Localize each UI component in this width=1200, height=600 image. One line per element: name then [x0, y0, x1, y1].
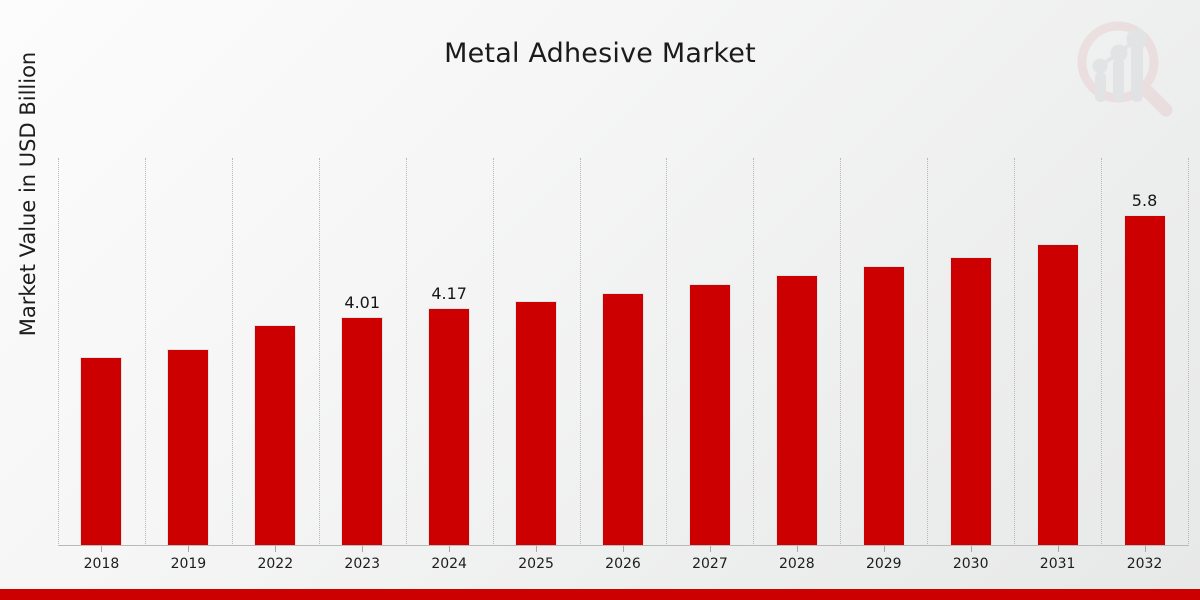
x-axis-tick-label: 2018 [83, 556, 120, 572]
x-axis-tick [188, 546, 190, 552]
x-axis-tick [1057, 546, 1059, 552]
plot-area: 2018 2019 2022 4.01 2023 4.17 2024 2025 2026 2027… [58, 158, 1189, 572]
bar[interactable] [601, 292, 644, 546]
bar[interactable] [80, 357, 123, 546]
bar[interactable] [428, 308, 471, 546]
bar-group[interactable]: 2026 [580, 158, 667, 572]
x-axis-tick [1144, 546, 1146, 552]
bar[interactable] [862, 266, 905, 546]
bar[interactable] [1036, 244, 1079, 546]
x-axis-tick-label: 2024 [431, 556, 467, 572]
gridline [144, 158, 146, 546]
gridline [1014, 158, 1016, 546]
x-axis-tick [101, 546, 103, 552]
bar[interactable] [1123, 215, 1166, 546]
bar-group[interactable]: 2029 [840, 158, 927, 572]
x-axis-tick-label: 2025 [518, 556, 554, 572]
bar-group[interactable]: 2019 [145, 158, 232, 572]
x-axis-tick-label: 2027 [692, 556, 728, 572]
gridline [666, 158, 668, 546]
x-axis-line [58, 545, 1188, 546]
gridline [1101, 158, 1103, 546]
gridline [579, 158, 581, 546]
x-axis-tick-label: 2026 [605, 556, 641, 572]
bar-group[interactable]: 2030 [927, 158, 1014, 572]
x-axis-tick-label: 2031 [1039, 556, 1076, 572]
x-axis-tick-label: 2023 [344, 556, 381, 572]
x-axis-tick-label: 2032 [1126, 556, 1163, 572]
x-axis-tick [970, 546, 972, 552]
gridline [840, 158, 842, 546]
bar-group[interactable]: 2022 [232, 158, 319, 572]
gridline [492, 158, 494, 546]
x-axis-tick [362, 546, 364, 552]
bar-group[interactable]: 5.8 2032 [1101, 158, 1188, 572]
bar[interactable] [167, 348, 210, 546]
bar[interactable] [515, 300, 558, 546]
x-axis-tick-label: 2029 [865, 556, 902, 572]
bar-value-label: 4.17 [431, 284, 467, 304]
x-axis-tick [449, 546, 451, 552]
bar[interactable] [254, 324, 297, 546]
x-axis-tick [796, 546, 798, 552]
bar[interactable] [949, 257, 992, 546]
bar-group[interactable]: 2018 [58, 158, 145, 572]
bar-group[interactable]: 2027 [666, 158, 753, 572]
chart-title: Metal Adhesive Market [444, 38, 756, 69]
bar-value-label: 4.01 [344, 293, 381, 313]
x-axis-tick [536, 546, 538, 552]
y-axis-label: Market Value in USD Billion [16, 51, 40, 337]
bar-group[interactable]: 2031 [1014, 158, 1101, 572]
x-axis-tick-label: 2019 [170, 556, 207, 572]
x-axis-tick-label: 2028 [779, 556, 815, 572]
gridline [405, 158, 407, 546]
x-axis-tick [275, 546, 277, 552]
bar-group[interactable]: 4.01 2023 [319, 158, 406, 572]
x-axis-tick [709, 546, 711, 552]
gridline [58, 158, 59, 546]
gridline [1188, 158, 1189, 546]
gridline [927, 158, 929, 546]
gridline [753, 158, 755, 546]
bar-group[interactable]: 2025 [493, 158, 580, 572]
bar-group[interactable]: 4.17 2024 [406, 158, 493, 572]
x-axis-tick [883, 546, 885, 552]
gridline [318, 158, 320, 546]
bar[interactable] [775, 274, 818, 546]
footer-accent-bar [0, 589, 1200, 600]
x-axis-tick [622, 546, 624, 552]
bar-value-label: 5.8 [1131, 191, 1158, 211]
bar[interactable] [341, 317, 384, 546]
x-axis-tick-label: 2030 [952, 556, 989, 572]
gridline [231, 158, 233, 546]
bar[interactable] [688, 283, 731, 546]
x-axis-tick-label: 2022 [257, 556, 294, 572]
bar-group[interactable]: 2028 [753, 158, 840, 572]
